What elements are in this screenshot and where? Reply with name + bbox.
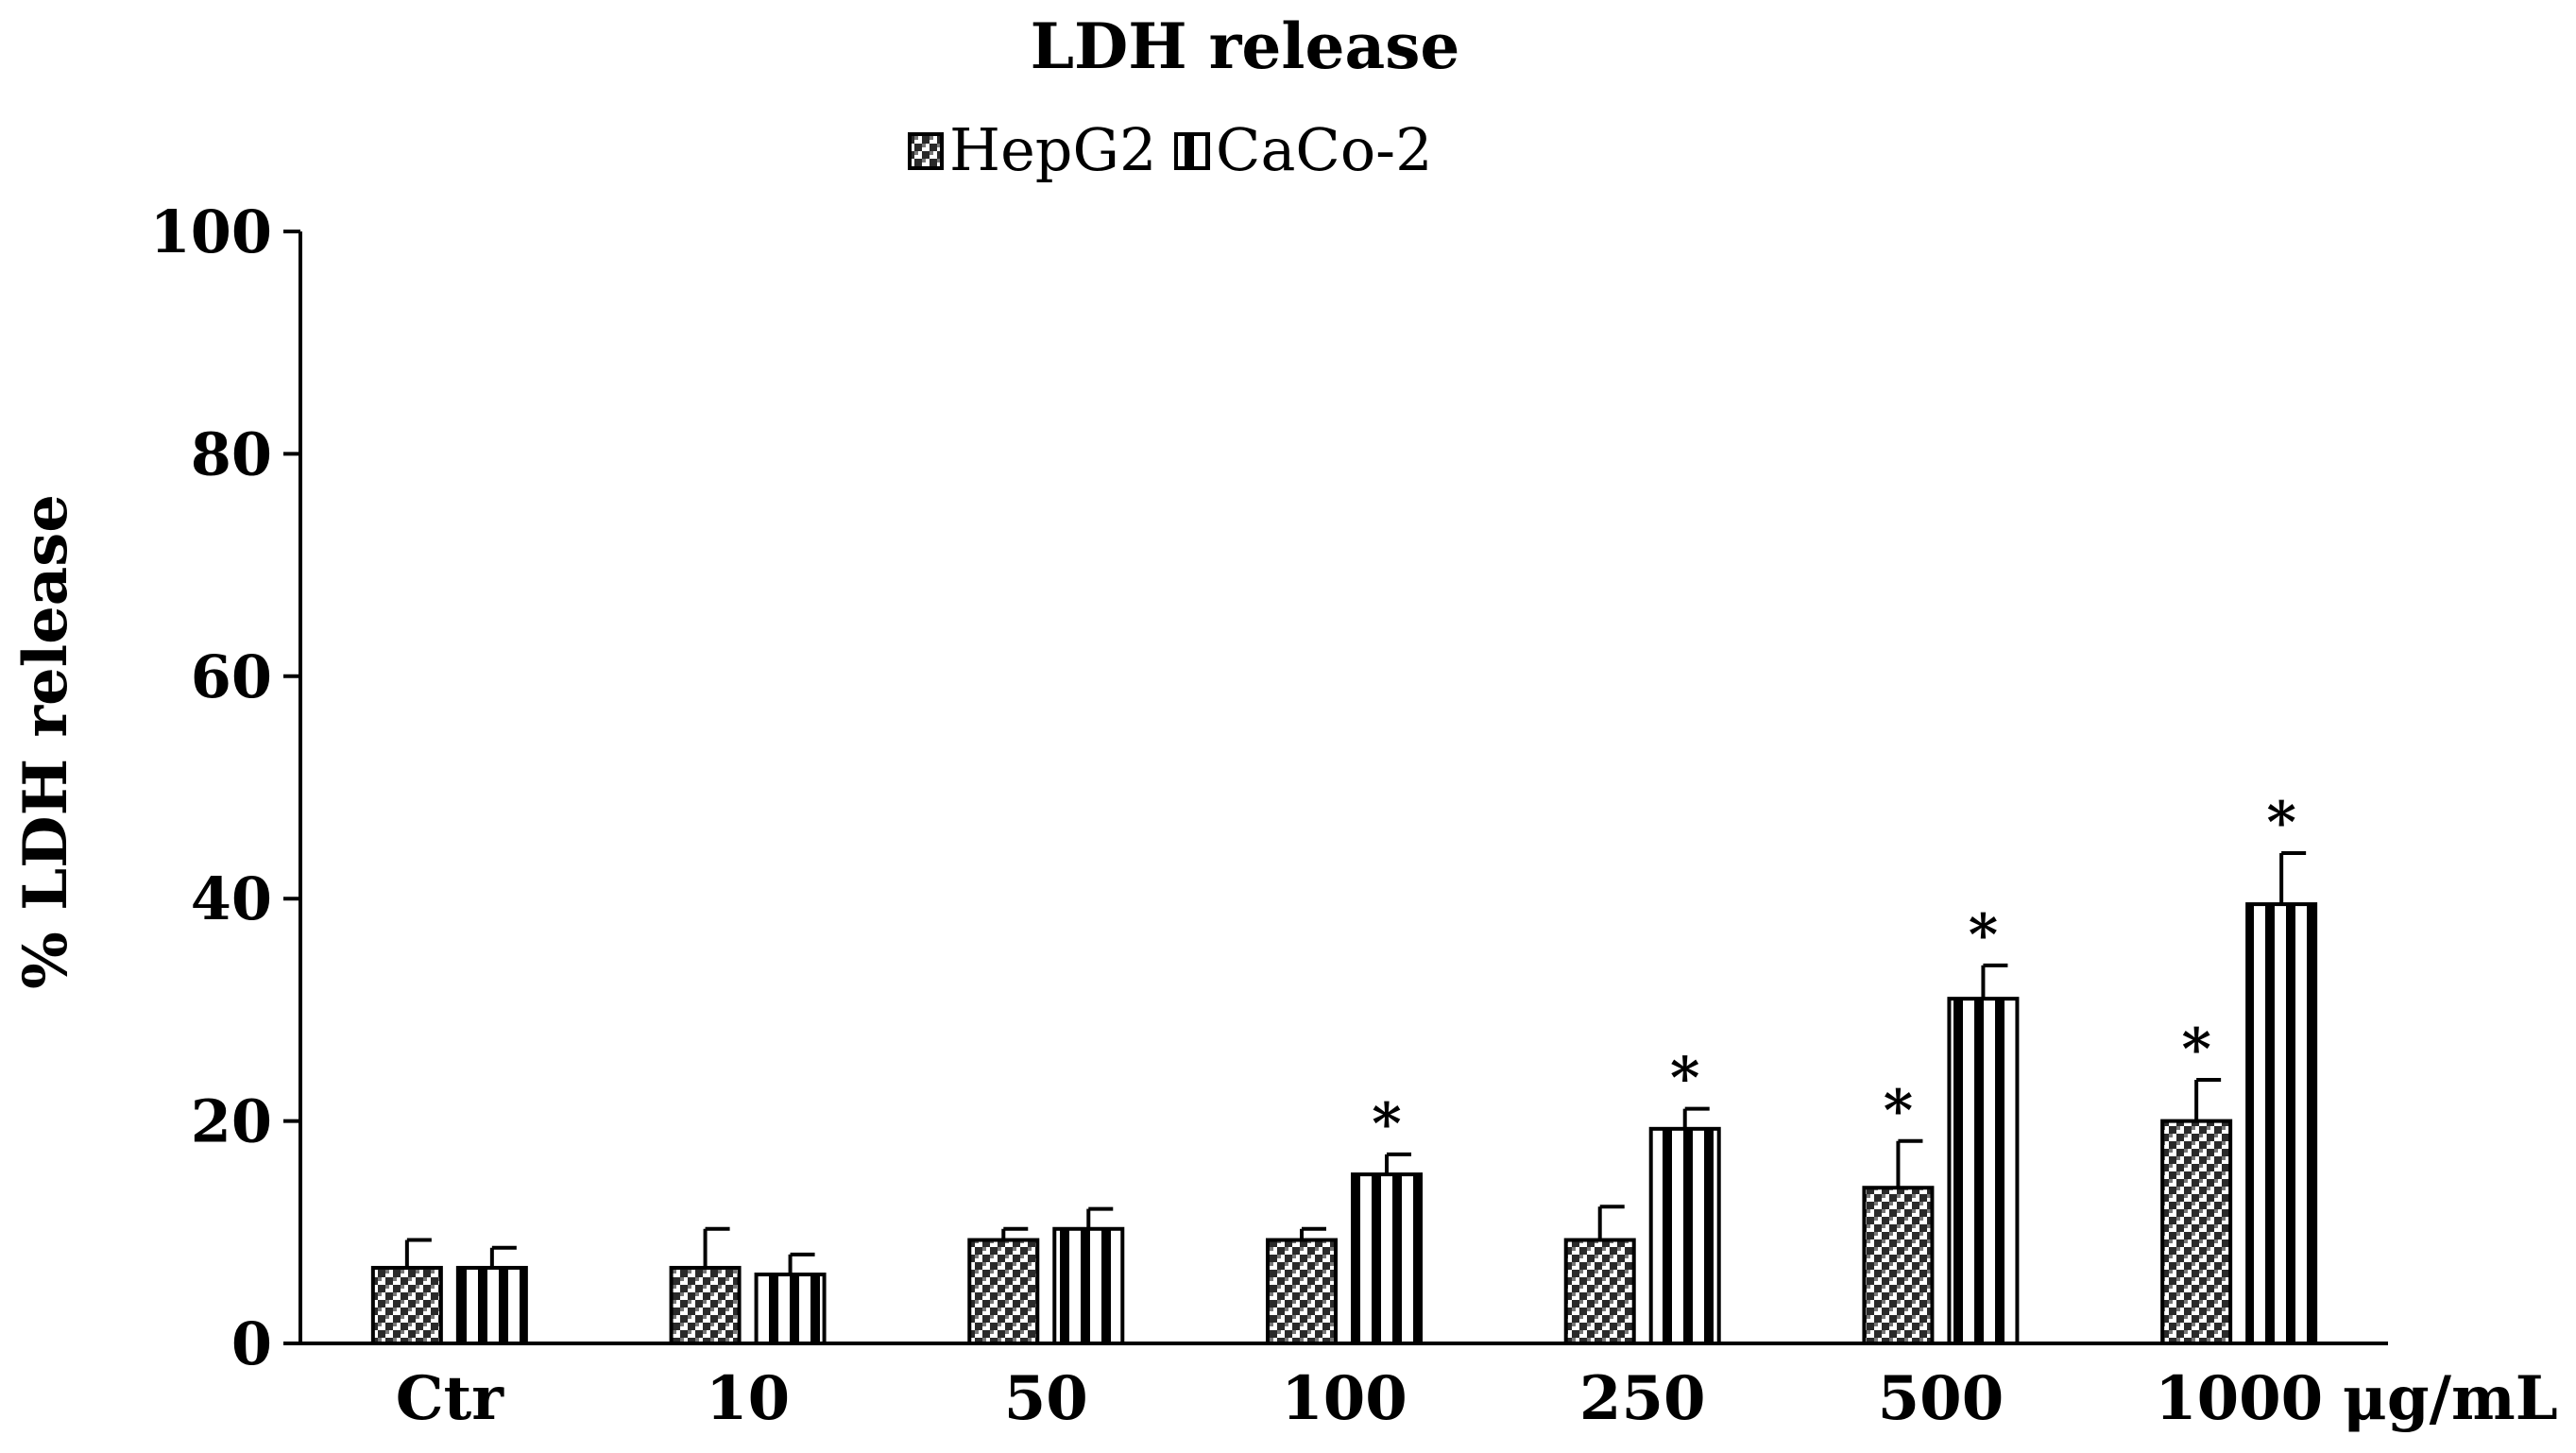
y-tick-label: 0 [231,1309,272,1378]
x-tick-label: 100 [1281,1363,1407,1434]
legend-label: CaCo-2 [1216,115,1433,184]
bar [2245,902,2318,1346]
bar [1266,1238,1338,1345]
y-tick-label: 40 [191,864,272,933]
y-tick-label: 20 [191,1087,272,1156]
x-tick-label: 50 [1004,1363,1088,1434]
legend-label: HepG2 [949,115,1156,184]
bar [2160,1119,2233,1345]
significance-marker: * [1670,1046,1699,1112]
chart-legend: HepG2 CaCo-2 [908,115,1433,184]
significance-marker: * [2266,790,2295,856]
significance-marker: * [2181,1017,2210,1083]
significance-marker: * [1969,902,1998,968]
x-tick-label: Ctr [396,1363,505,1434]
x-axis: Ctr 10 50 100 250 500 1000 [300,1342,2388,1434]
bar [1351,1172,1423,1345]
significance-marker: * [1372,1091,1401,1157]
bar-series-group: ****** [370,790,2318,1346]
bar [1052,1226,1125,1346]
bar [1947,997,2020,1345]
significance-marker: * [1884,1078,1913,1144]
legend-swatch [908,132,944,170]
y-axis-label: % LDH release [10,494,81,989]
x-tick-label: 1000 [2155,1363,2323,1434]
y-tick-label: 80 [191,419,272,488]
bar [754,1273,827,1345]
bar [1862,1186,1935,1345]
bar [1648,1126,1721,1345]
x-tick-label: 10 [706,1363,790,1434]
series-caco-2: * * * * [455,790,2318,1346]
bar [1563,1238,1636,1345]
chart-title: LDH release [1031,9,1460,83]
y-axis: 0 20 40 60 80 100 [150,197,302,1378]
x-tick-label: 250 [1579,1363,1706,1434]
bar [967,1238,1040,1345]
y-tick-label: 60 [191,642,272,711]
bar [370,1265,443,1345]
x-tick-label: 500 [1878,1363,2005,1434]
series-hepg2: ** [370,1017,2233,1345]
x-axis-unit: μg/mL [2343,1363,2558,1434]
bar [455,1265,528,1345]
legend-swatch [1174,132,1210,170]
bar [669,1265,742,1345]
y-tick-label: 100 [150,197,272,266]
